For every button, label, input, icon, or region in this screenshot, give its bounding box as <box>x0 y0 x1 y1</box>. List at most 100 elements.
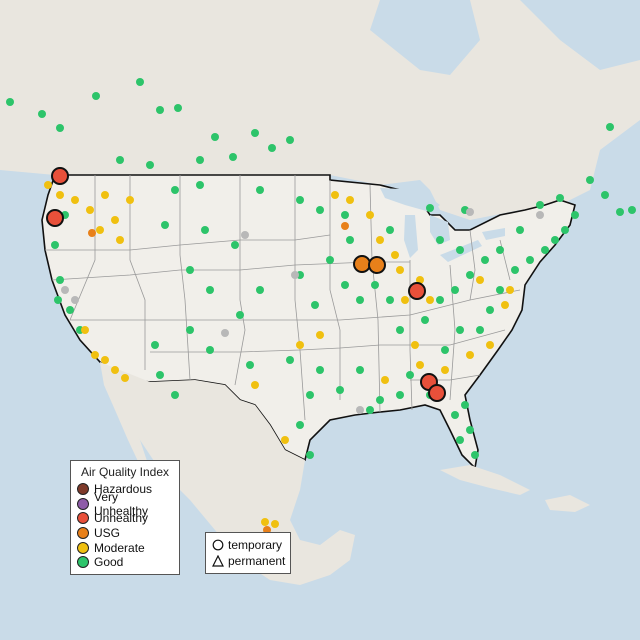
aqi-marker <box>396 326 404 334</box>
unhealthy-marker <box>46 209 64 227</box>
aqi-marker <box>616 208 624 216</box>
aqi-moderate-markers[interactable] <box>44 181 514 528</box>
aqi-marker <box>296 421 304 429</box>
sensor-marker <box>61 286 69 294</box>
legend-item-very-unhealthy: Very Unhealthy <box>77 490 173 518</box>
aqi-marker <box>211 133 219 141</box>
legend-label: USG <box>94 526 121 541</box>
aqi-marker <box>251 129 259 137</box>
aqi-marker <box>281 436 289 444</box>
aqi-marker <box>186 266 194 274</box>
unhealthy-marker <box>408 282 426 300</box>
aqi-marker <box>171 186 179 194</box>
aqi-marker <box>251 381 259 389</box>
aqi-marker <box>411 341 419 349</box>
moderate-swatch-icon <box>77 541 89 554</box>
aqi-marker <box>471 451 479 459</box>
sensor-marker <box>356 406 364 414</box>
aqi-marker <box>116 156 124 164</box>
aqi-marker <box>386 296 394 304</box>
aqi-marker <box>186 326 194 334</box>
lake-huron <box>430 215 450 245</box>
aqi-marker <box>486 341 494 349</box>
aqi-marker <box>486 306 494 314</box>
aqi-marker <box>261 518 269 526</box>
sensor-marker <box>536 211 544 219</box>
aqi-marker <box>466 426 474 434</box>
aqi-marker <box>391 251 399 259</box>
aqi-marker <box>456 326 464 334</box>
aqi-marker <box>229 153 237 161</box>
aqi-marker <box>116 236 124 244</box>
aqi-marker <box>44 181 52 189</box>
aqi-marker <box>86 206 94 214</box>
aqi-marker <box>601 191 609 199</box>
aqi-marker <box>451 286 459 294</box>
aqi-marker <box>461 401 469 409</box>
aqi-marker <box>316 366 324 374</box>
aqi-marker <box>246 361 254 369</box>
hazardous-swatch-icon <box>77 483 89 496</box>
unhealthy-marker <box>51 167 69 185</box>
aqi-marker <box>236 311 244 319</box>
aqi-marker <box>341 222 349 230</box>
aqi-marker <box>256 186 264 194</box>
aqi-marker <box>66 306 74 314</box>
aqi-marker <box>6 98 14 106</box>
legend-label: Good <box>94 555 124 570</box>
aqi-marker <box>628 206 636 214</box>
aqi-marker <box>174 104 182 112</box>
aqi-marker <box>56 191 64 199</box>
arctic-water <box>520 0 640 70</box>
usg-marker <box>353 255 371 273</box>
canada-land <box>0 0 640 220</box>
aqi-marker <box>556 194 564 202</box>
great-lakes <box>380 188 440 212</box>
aqi-marker <box>206 346 214 354</box>
sensor-marker <box>241 231 249 239</box>
aqi-marker <box>306 391 314 399</box>
aqi-marker <box>51 241 59 249</box>
triangle-icon <box>212 555 224 567</box>
aqi-marker <box>436 236 444 244</box>
aqi-marker <box>316 206 324 214</box>
aqi-marker <box>441 366 449 374</box>
legend-item-usg: USG <box>77 526 173 541</box>
aqi-marker <box>526 256 534 264</box>
aqi-marker <box>426 204 434 212</box>
baja-land <box>100 362 150 472</box>
aqi-marker <box>406 371 414 379</box>
sensor-marker <box>71 296 79 304</box>
aqi-marker <box>416 361 424 369</box>
aqi-marker <box>101 191 109 199</box>
legend-item-moderate: Moderate <box>77 540 173 555</box>
aqi-marker <box>296 196 304 204</box>
sensor-grey-markers[interactable] <box>61 208 544 414</box>
unhealthy-swatch-icon <box>77 512 89 525</box>
aqi-marker <box>286 356 294 364</box>
aqi-marker <box>506 286 514 294</box>
aqi-marker <box>268 144 276 152</box>
aqi-marker <box>466 351 474 359</box>
aqi-marker <box>121 374 129 382</box>
aqi-marker <box>286 136 294 144</box>
aqi-marker <box>541 246 549 254</box>
legend-item-good: Good <box>77 555 173 570</box>
aqi-marker <box>311 301 319 309</box>
temporary-monitors[interactable] <box>46 167 446 402</box>
aqi-marker <box>421 316 429 324</box>
aqi-marker <box>376 396 384 404</box>
aqi-marker <box>476 326 484 334</box>
aqi-marker <box>366 211 374 219</box>
aqi-marker <box>71 196 79 204</box>
aqi-good-markers[interactable] <box>6 78 636 459</box>
aqi-marker <box>206 286 214 294</box>
aqi-marker <box>54 296 62 304</box>
aqi-marker <box>371 281 379 289</box>
very-unhealthy-swatch-icon <box>77 497 89 510</box>
aqi-marker <box>111 366 119 374</box>
aqi-marker <box>571 211 579 219</box>
usg-swatch-icon <box>77 527 89 540</box>
circle-icon <box>212 539 224 551</box>
